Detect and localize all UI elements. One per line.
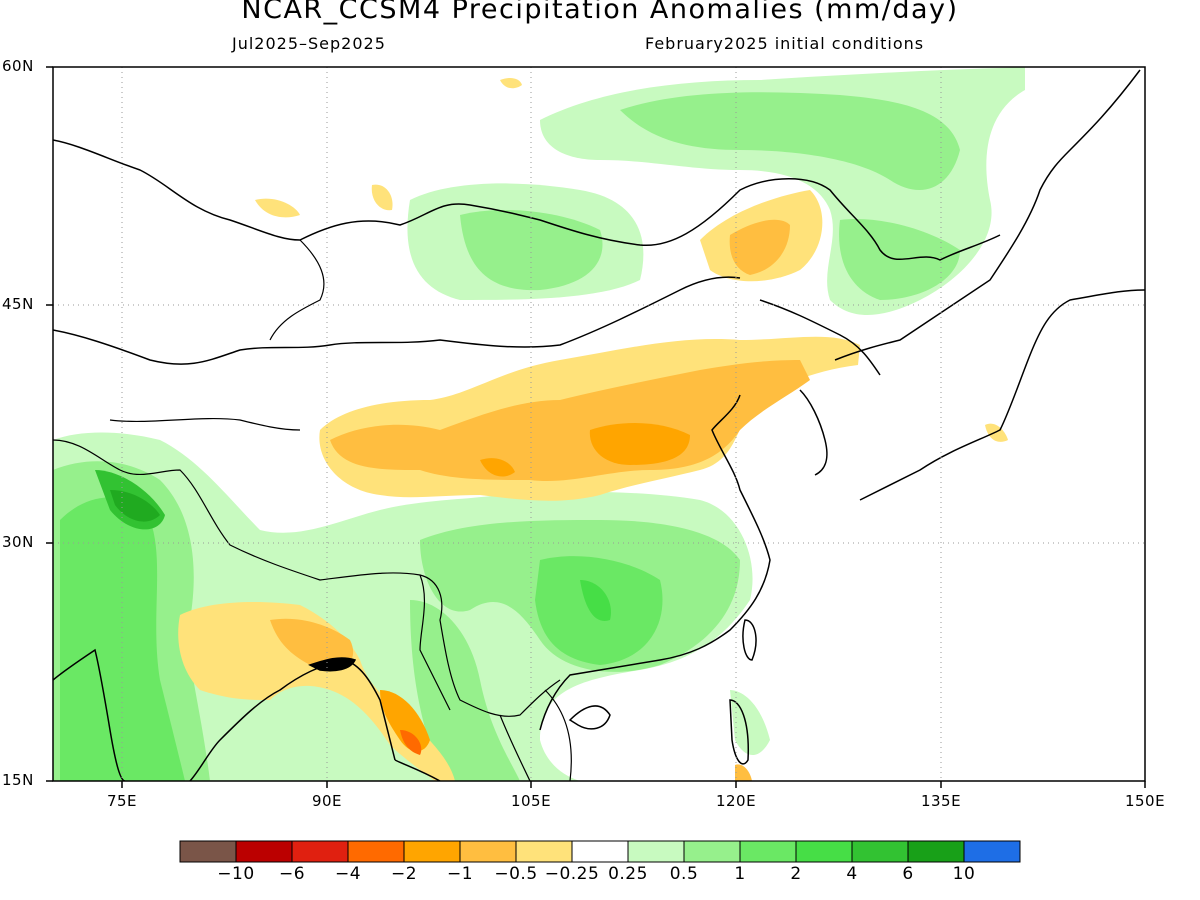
dry-anomaly-regions <box>178 77 1008 781</box>
lat-lon-grid <box>53 67 1145 781</box>
season-label: Jul2025–Sep2025 <box>232 34 386 53</box>
lat-label-15n: 15N <box>2 771 34 789</box>
color-legend-label: −6 <box>278 864 306 884</box>
color-legend-swatch <box>403 840 461 863</box>
color-legend-label: 4 <box>846 864 858 884</box>
color-legend-label: 0.5 <box>669 864 699 884</box>
color-legend-swatch <box>907 840 965 863</box>
color-legend-swatch <box>347 840 405 863</box>
color-legend-swatch <box>627 840 685 863</box>
color-legend-swatch <box>235 840 293 863</box>
color-legend-swatch <box>963 840 1021 863</box>
color-legend-swatch <box>179 840 237 863</box>
coastlines <box>53 69 1145 781</box>
color-legend-label: 6 <box>902 864 914 884</box>
color-legend-swatch <box>795 840 853 863</box>
color-legend-label: 10 <box>952 864 976 884</box>
lon-label-135e: 135E <box>920 792 962 810</box>
map-frame <box>52 66 1146 782</box>
color-legend-label: 1 <box>734 864 746 884</box>
color-legend-swatch <box>515 840 573 863</box>
color-legend-label: −0.25 <box>544 864 600 884</box>
lat-label-30n: 30N <box>2 533 34 551</box>
map-title: NCAR_CCSM4 Precipitation Anomalies (mm/d… <box>241 0 959 25</box>
color-legend-swatch <box>683 840 741 863</box>
initial-conditions-label: February2025 initial conditions <box>645 34 925 53</box>
lat-label-60n: 60N <box>2 57 34 75</box>
color-legend-label: −0.5 <box>494 864 538 884</box>
lon-label-90e: 90E <box>311 792 343 810</box>
lon-label-120e: 120E <box>715 792 757 810</box>
color-legend-label: −2 <box>390 864 418 884</box>
color-legend-label: −10 <box>217 864 255 884</box>
lon-label-150e: 150E <box>1124 792 1166 810</box>
lon-label-75e: 75E <box>106 792 138 810</box>
color-legend-swatch <box>291 840 349 863</box>
color-legend-label: 2 <box>790 864 802 884</box>
color-legend-label: −1 <box>446 864 474 884</box>
color-legend-swatch <box>739 840 797 863</box>
axis-ticks <box>46 66 1146 788</box>
color-legend-label: −4 <box>334 864 362 884</box>
color-legend-swatch <box>571 840 629 863</box>
lon-label-105e: 105E <box>510 792 552 810</box>
color-legend-swatch <box>459 840 517 863</box>
country-borders <box>53 239 572 781</box>
lat-label-45n: 45N <box>2 295 34 313</box>
color-legend-swatch <box>851 840 909 863</box>
color-legend-label: 0.25 <box>608 864 648 884</box>
